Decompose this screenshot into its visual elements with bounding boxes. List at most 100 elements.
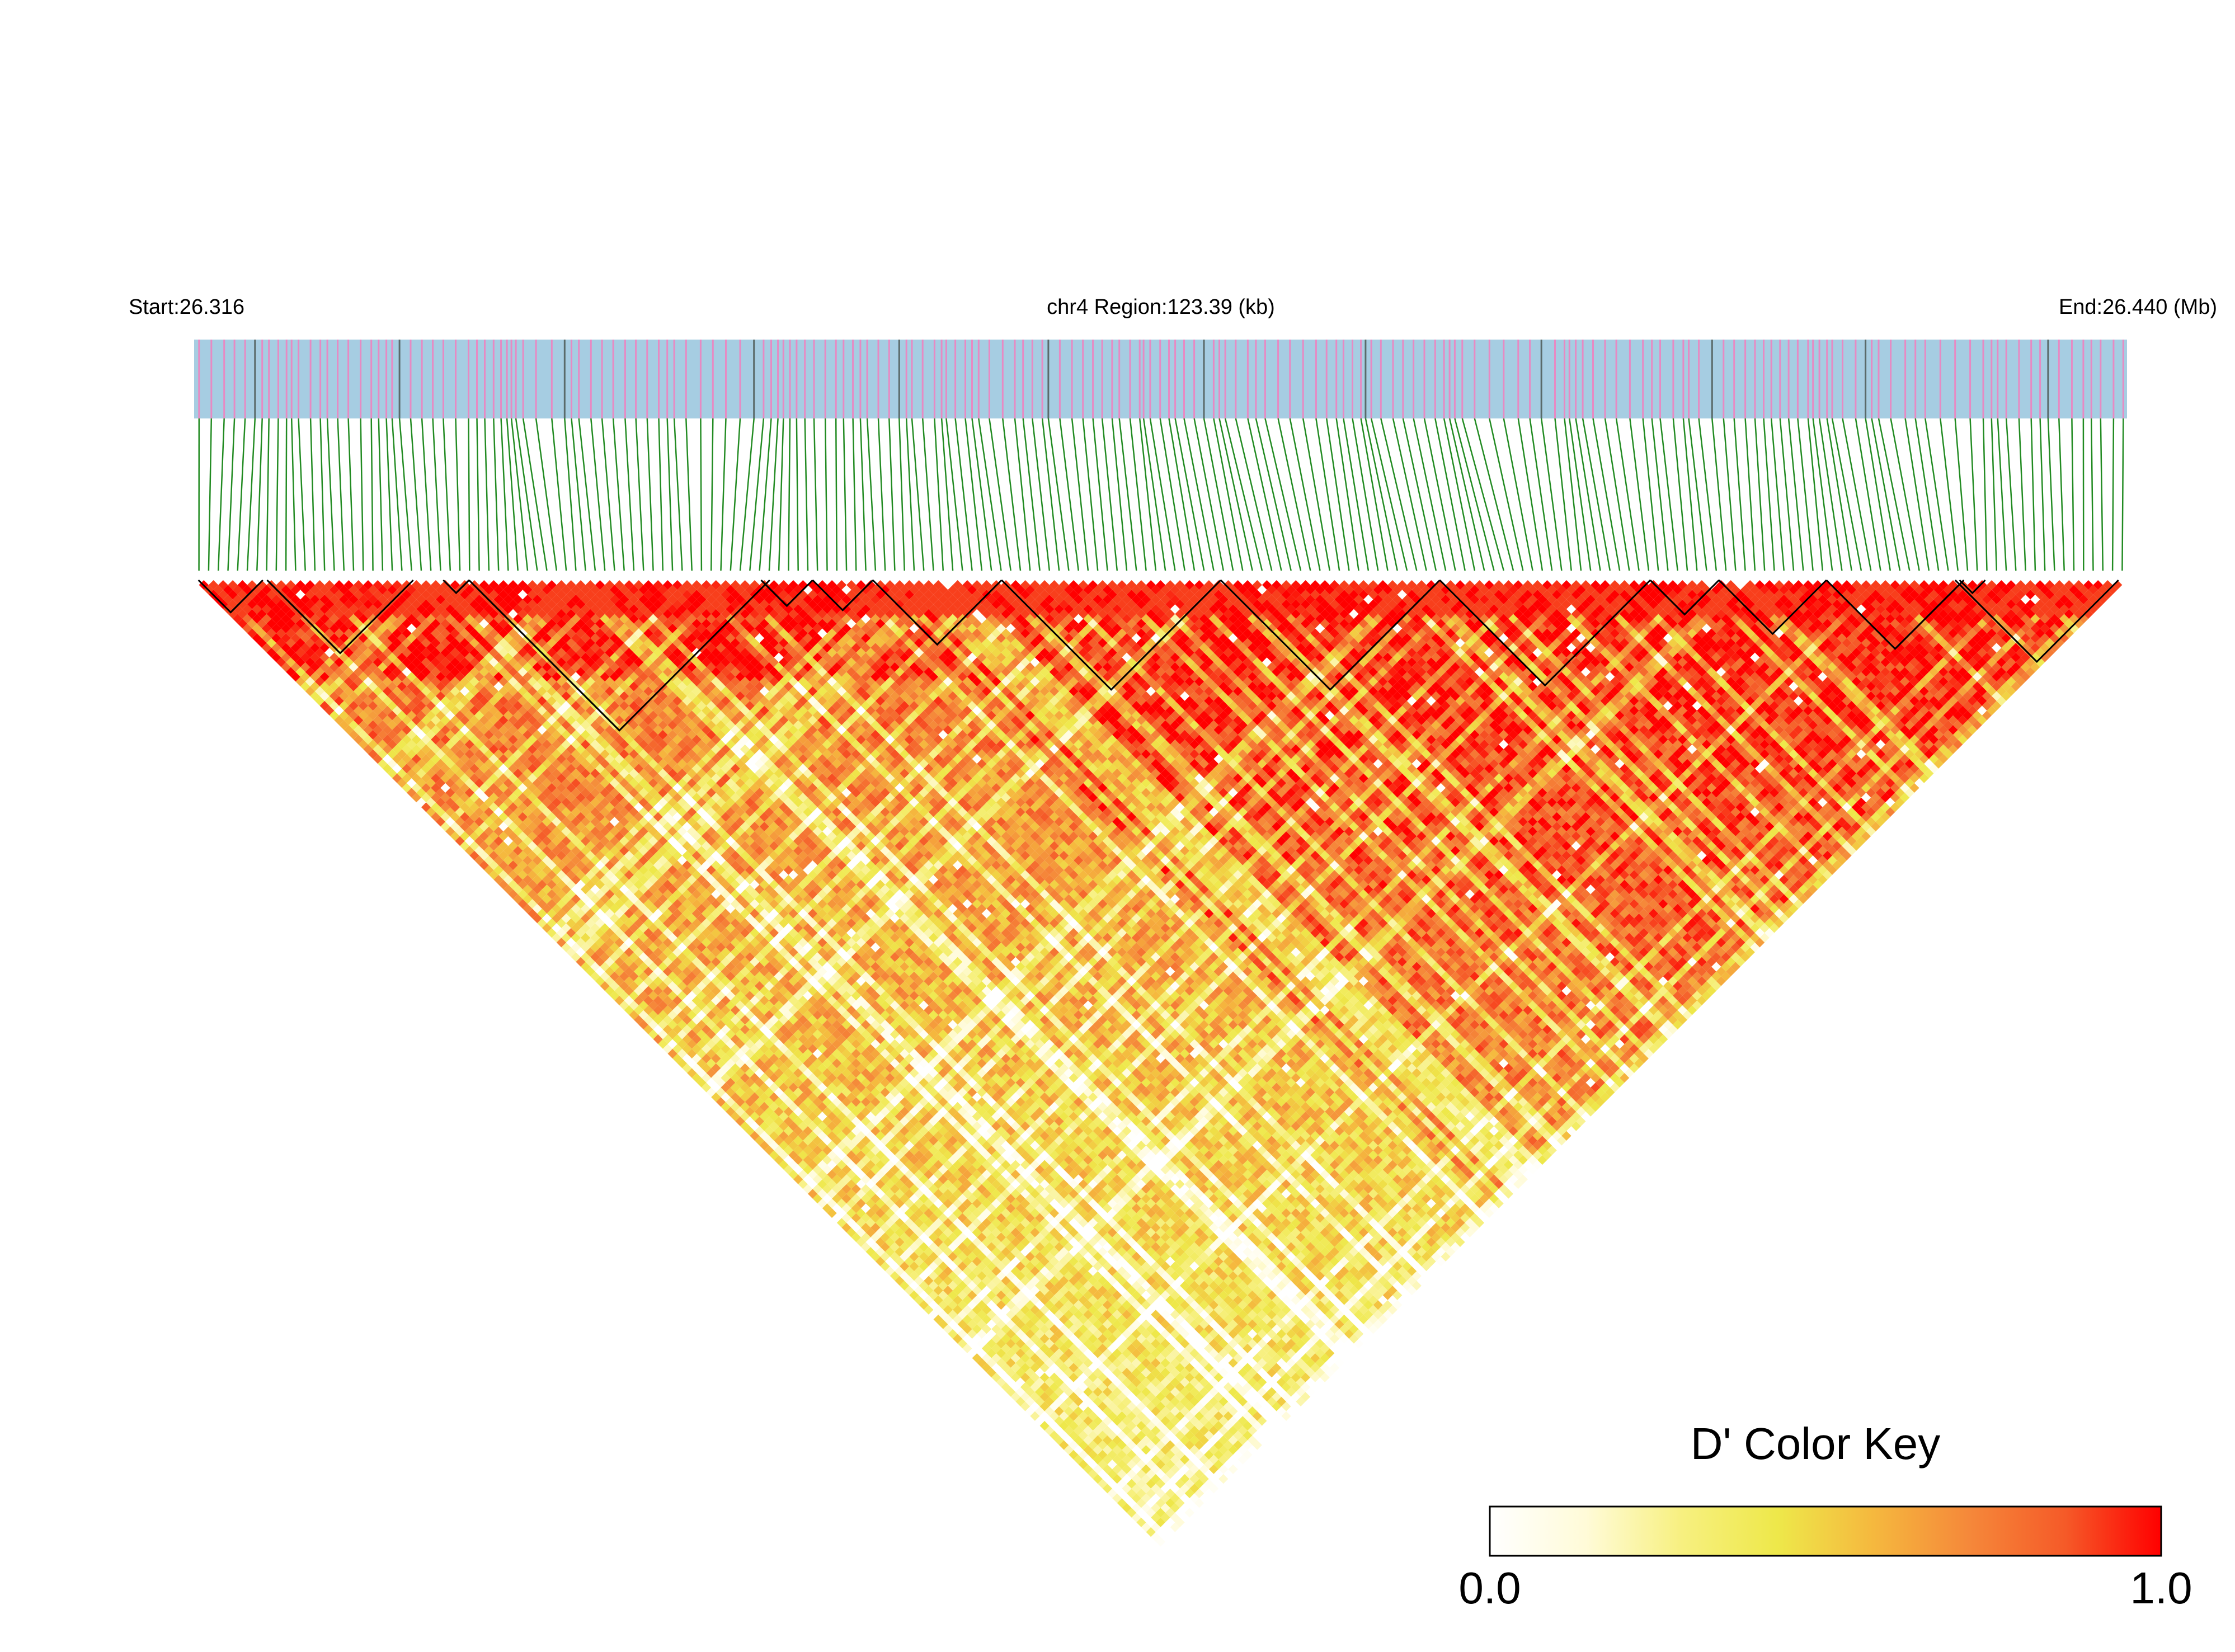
ld-cell [856,1189,866,1199]
ld-cell [687,1029,697,1039]
snp-connector-line [500,418,509,571]
snp-connector-line [1022,418,1041,571]
ld-cell [609,962,620,972]
ld-cell [769,1150,779,1160]
ld-cell [402,764,412,774]
ld-cell [1107,1440,1117,1450]
ld-cell [895,1256,905,1267]
ld-cell [426,759,436,769]
snp-connector-line [1770,418,1785,571]
ld-cell [281,662,291,672]
ld-cell [1010,1353,1020,1363]
ld-cell [909,1281,919,1291]
ld-cell [257,599,267,609]
ld-cell [261,643,272,653]
ld-cell [1151,1522,1161,1532]
ld-cell [411,783,421,793]
snp-connector-line [843,418,848,571]
ld-cell [643,995,653,1006]
ld-cell [344,676,354,686]
ld-cell [266,638,276,648]
ld-cell [324,657,335,667]
ld-cell [310,662,320,672]
ld-cell [576,928,586,938]
ld-cell [730,1082,740,1093]
ld-cell [561,903,571,914]
snp-connector-line [964,418,983,571]
ld-cell [619,981,629,991]
ld-cell [721,1053,731,1063]
ld-cell [493,817,504,827]
ld-cell [373,754,383,764]
ld-cell [354,725,364,735]
ld-cell [629,1010,639,1020]
ld-cell [721,1092,731,1102]
ld-cell [798,1150,808,1160]
snp-connector-line [759,418,772,571]
snp-connector-line [319,418,326,571]
ld-cell [871,1251,881,1262]
snp-connector-line [768,418,779,571]
ld-cell [387,768,397,779]
snp-connector-line [1343,418,1370,571]
snp-connector-line [911,418,925,571]
ld-cell [542,923,552,933]
ld-cell [271,604,281,614]
ld-cell [435,768,446,779]
ld-cell [783,1116,793,1126]
ld-cell [900,1261,910,1272]
ld-cell [585,918,595,928]
snp-connector-line [1797,418,1814,571]
ld-cell [812,1194,822,1204]
ld-cell [764,1107,774,1117]
ld-cell [609,942,620,953]
ld-cell [643,986,653,996]
ld-cell [1155,1498,1166,1508]
ld-cell [503,855,514,865]
ld-cell [421,783,431,793]
ld-cell [556,899,567,909]
ld-cell [1136,1508,1146,1518]
ld-cell [450,783,460,793]
ld-cell [691,1034,702,1044]
ld-cell [600,942,610,953]
ld-cell [721,1044,731,1054]
ld-cell [851,1194,861,1204]
snp-connector-line [1569,418,1592,571]
ld-cell [1127,1479,1137,1489]
ld-cell [266,599,276,609]
snp-connector-line [1014,418,1031,571]
ld-cell [329,691,340,701]
ld-cell [1064,1425,1074,1436]
ld-cell [962,1343,972,1353]
ld-cell [740,1121,750,1131]
snp-connector-line [1615,418,1640,571]
ld-cell [991,1372,1001,1382]
ld-cell [1025,1367,1035,1378]
ld-cell [368,749,378,759]
snp-connector-line [1997,418,2007,571]
ld-cell [576,957,586,967]
ld-cell [1160,1522,1170,1532]
ld-cell [286,628,296,638]
snp-connector-line [493,418,500,571]
ld-cell [281,604,291,614]
ld-cell [861,1213,871,1223]
ld-cell [740,1112,750,1122]
ld-cell [286,647,296,658]
ld-cell [585,947,595,957]
ld-cell [416,788,426,798]
ld-cell [759,1140,769,1151]
ld-cell [774,1155,784,1165]
ld-cell [919,1300,929,1310]
ld-cell [836,1179,847,1189]
ld-cell [392,744,402,754]
ld-cell [812,1155,822,1165]
snp-connector-line [1325,418,1350,571]
ld-cell [402,725,412,735]
ld-cell [677,1029,687,1039]
ld-cell [1049,1392,1060,1402]
snp-connector-line [1168,418,1196,571]
ld-cell [735,1077,745,1088]
ld-cell [953,1314,963,1325]
